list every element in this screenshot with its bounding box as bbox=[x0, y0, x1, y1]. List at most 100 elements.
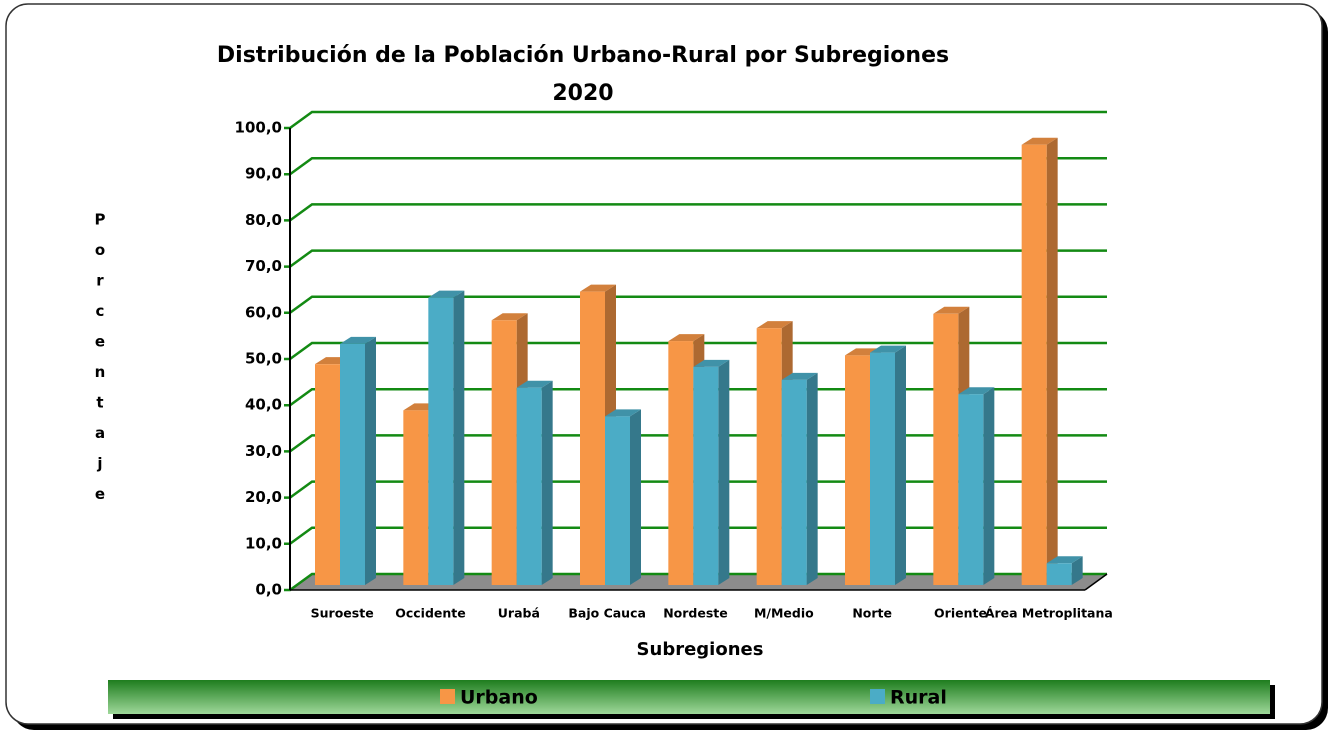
y-tick-label: 0,0 bbox=[255, 581, 282, 599]
grid-line bbox=[284, 156, 1107, 176]
bar-front bbox=[845, 355, 870, 585]
bar bbox=[870, 345, 906, 585]
x-tick-label: Oriente bbox=[934, 606, 987, 621]
bar-front bbox=[491, 320, 517, 585]
bar-front bbox=[1021, 144, 1047, 586]
bar bbox=[516, 380, 553, 585]
bar-side bbox=[1071, 556, 1083, 585]
bar-top bbox=[340, 336, 376, 344]
bar-front bbox=[870, 352, 895, 585]
grid-line bbox=[284, 295, 1107, 315]
y-axis-title-letter: P bbox=[95, 211, 106, 229]
chart-title: Distribución de la Población Urbano-Rura… bbox=[217, 43, 949, 68]
bar bbox=[958, 387, 995, 585]
bar-top bbox=[958, 387, 995, 395]
bar-front bbox=[580, 291, 605, 585]
bar-top bbox=[428, 290, 465, 298]
bar bbox=[428, 290, 465, 585]
bar bbox=[693, 359, 730, 585]
legend bbox=[108, 680, 1270, 714]
bar-top bbox=[668, 334, 705, 342]
bar-side bbox=[1046, 137, 1058, 586]
grid-line bbox=[284, 341, 1107, 361]
bar-side bbox=[541, 380, 553, 585]
x-axis-title: Subregiones bbox=[637, 639, 764, 660]
y-axis-title-letter: t bbox=[96, 394, 103, 412]
bar-front bbox=[693, 366, 719, 585]
y-axis-title-letter: a bbox=[95, 424, 105, 442]
bar-top bbox=[870, 345, 906, 353]
x-tick-label: Suroeste bbox=[311, 606, 374, 621]
bar bbox=[1046, 556, 1083, 585]
bar bbox=[340, 336, 376, 585]
bar-top bbox=[516, 380, 553, 388]
bar-side bbox=[453, 290, 465, 585]
grid-line bbox=[284, 110, 1107, 130]
bar-front bbox=[958, 394, 984, 585]
bar-side bbox=[365, 336, 376, 585]
grid-line bbox=[284, 249, 1107, 268]
bar-front bbox=[605, 416, 630, 585]
y-tick-label: 50,0 bbox=[245, 350, 282, 368]
bar-front bbox=[516, 387, 542, 585]
y-tick-label: 100,0 bbox=[235, 119, 282, 137]
bar-top bbox=[580, 284, 616, 292]
bar-side bbox=[718, 359, 730, 585]
bar-front bbox=[781, 379, 807, 585]
y-axis-title-letter: e bbox=[95, 485, 105, 503]
y-tick-label: 90,0 bbox=[245, 165, 282, 183]
bar-front bbox=[933, 313, 959, 585]
bar-top bbox=[1046, 556, 1083, 564]
bar-front bbox=[668, 341, 694, 585]
x-axis-edge bbox=[1084, 573, 1108, 591]
y-axis-title-letter: c bbox=[96, 302, 105, 320]
x-tick-label: Norte bbox=[852, 606, 892, 621]
bar bbox=[781, 372, 818, 585]
legend-label: Rural bbox=[890, 687, 947, 709]
bar-top bbox=[933, 306, 970, 314]
bar bbox=[605, 409, 641, 585]
y-tick-label: 70,0 bbox=[245, 257, 282, 275]
bar-side bbox=[806, 372, 818, 585]
bar-front bbox=[756, 328, 782, 585]
legend-swatch bbox=[440, 689, 455, 704]
y-axis-title-letter: n bbox=[95, 363, 106, 381]
y-axis-title-letter: e bbox=[95, 333, 105, 351]
y-tick-label: 60,0 bbox=[245, 303, 282, 321]
bar-front bbox=[315, 364, 340, 585]
x-tick-label: Área Metroplitana bbox=[985, 606, 1113, 621]
y-tick-label: 30,0 bbox=[245, 442, 282, 460]
x-tick-label: Occidente bbox=[395, 606, 466, 621]
y-axis-title-letter: j bbox=[96, 455, 102, 473]
bar-top bbox=[756, 321, 793, 329]
bar-front bbox=[428, 297, 454, 585]
bar bbox=[1021, 137, 1058, 586]
bar-side bbox=[895, 345, 906, 585]
legend-label: Urbano bbox=[460, 687, 538, 709]
x-tick-label: Nordeste bbox=[663, 606, 728, 621]
legend-swatch bbox=[870, 689, 885, 704]
y-tick-label: 40,0 bbox=[245, 396, 282, 414]
y-axis-title-letter: r bbox=[96, 272, 104, 290]
bar-top bbox=[693, 359, 730, 367]
bar-side bbox=[630, 409, 641, 585]
bar-top bbox=[781, 372, 818, 380]
bar-top bbox=[491, 313, 528, 321]
bar-front bbox=[340, 343, 365, 585]
y-tick-label: 20,0 bbox=[245, 488, 282, 506]
grid-line bbox=[284, 203, 1107, 222]
y-tick-label: 80,0 bbox=[245, 211, 282, 229]
x-tick-label: Urabá bbox=[498, 606, 540, 621]
x-tick-label: M/Medio bbox=[754, 606, 814, 621]
chart-subtitle: 2020 bbox=[552, 81, 613, 106]
y-axis-title-letter: o bbox=[95, 241, 105, 259]
bar-side bbox=[983, 387, 995, 585]
x-tick-label: Bajo Cauca bbox=[568, 606, 646, 621]
bar-top bbox=[1021, 137, 1058, 145]
bar-top bbox=[605, 409, 641, 417]
y-tick-label: 10,0 bbox=[245, 534, 282, 552]
bar-front bbox=[403, 410, 429, 585]
bar-front bbox=[1046, 563, 1072, 585]
